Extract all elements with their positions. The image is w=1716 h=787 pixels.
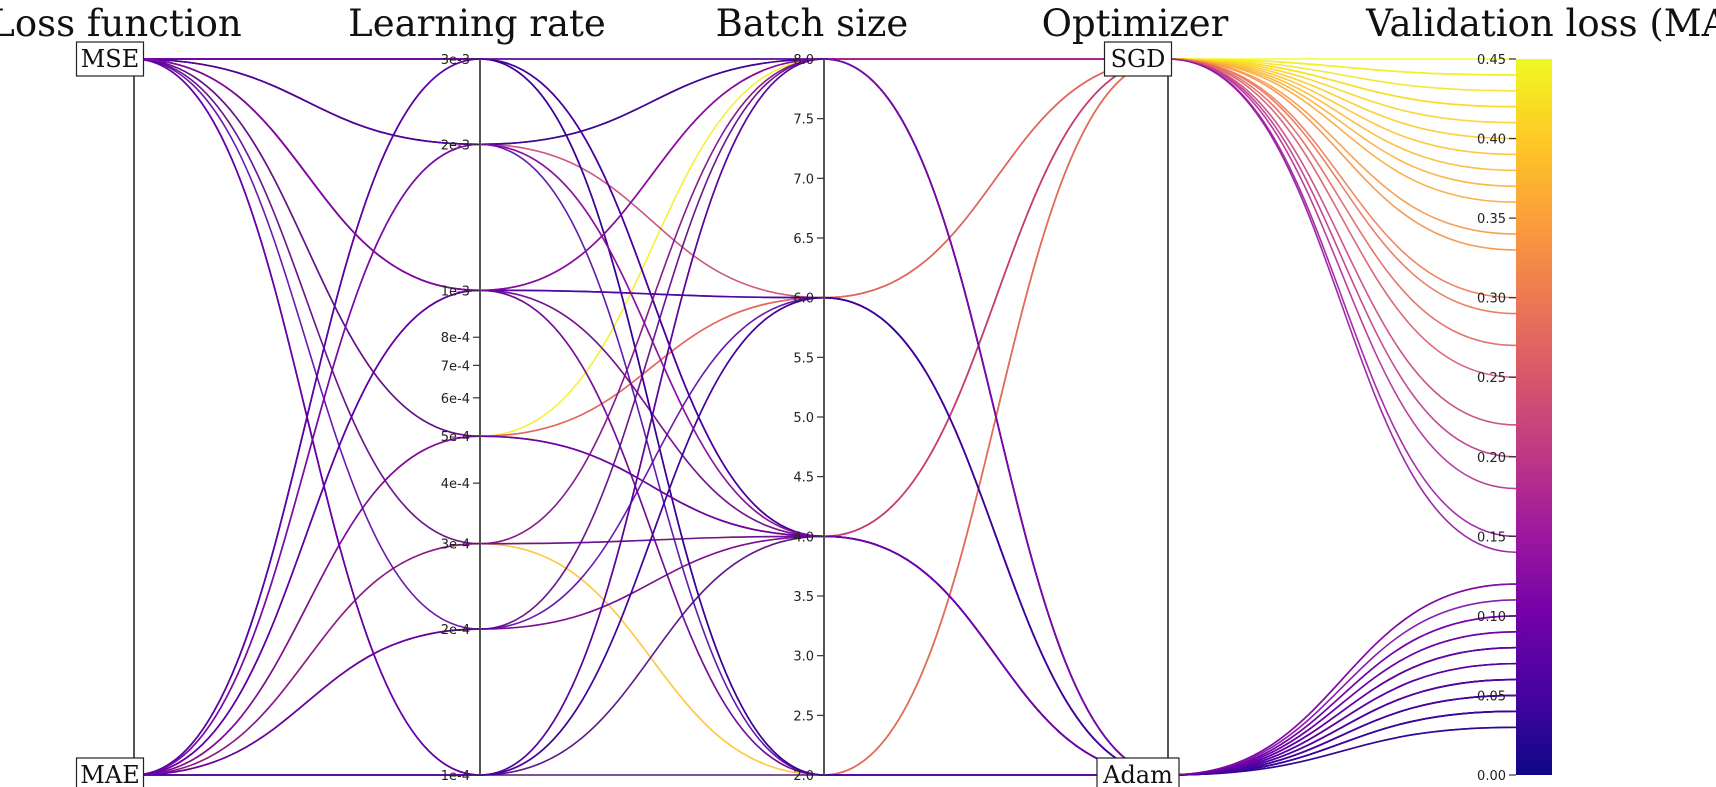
axis-title-mae: Validation loss (MAE) <box>1365 2 1716 45</box>
axis-title-loss: Loss function <box>0 2 242 45</box>
colorbar <box>1516 59 1552 775</box>
tick-label-mae: 0.40 <box>1477 133 1506 148</box>
tick-label-batch: 8.0 <box>793 53 814 68</box>
category-label-mse: MSE <box>81 45 140 73</box>
tick-label-batch: 3.0 <box>793 650 814 665</box>
tick-label-batch: 2.5 <box>793 709 814 724</box>
run-lines <box>133 58 1517 776</box>
category-label-mae: MAE <box>80 761 139 787</box>
axes: MSEMAE3e-32e-31e-38e-47e-46e-45e-44e-43e… <box>75 41 1516 787</box>
category-box-mae <box>75 757 145 787</box>
tick-label-lr: 8e-4 <box>441 331 470 346</box>
tick-label-batch: 7.0 <box>793 172 814 187</box>
tick-label-lr: 7e-4 <box>441 359 470 374</box>
colorbar-gradient <box>1516 59 1552 775</box>
tick-label-batch: 6.5 <box>793 232 814 247</box>
tick-label-mae: 0.10 <box>1477 610 1506 625</box>
tick-label-batch: 3.5 <box>793 590 814 605</box>
tick-label-batch: 7.5 <box>793 113 814 128</box>
tick-label-lr: 1e-3 <box>441 284 470 299</box>
category-label-adam: Adam <box>1102 761 1173 787</box>
tick-label-lr: 2e-3 <box>441 138 470 153</box>
tick-label-batch: 2.0 <box>793 769 814 784</box>
axis-titles: Loss function Learning rate Batch size Opti… <box>0 2 1716 45</box>
category-label-sgd: SGD <box>1111 45 1166 73</box>
tick-label-mae: 0.35 <box>1477 212 1506 227</box>
tick-label-mae: 0.15 <box>1477 530 1506 545</box>
tick-label-lr: 1e-4 <box>441 769 470 784</box>
tick-label-lr: 3e-4 <box>441 538 470 553</box>
tick-label-batch: 6.0 <box>793 292 814 307</box>
axis-title-opt: Optimizer <box>1042 2 1229 45</box>
category-box-sgd <box>1103 41 1173 77</box>
axis-opt: SGD Adam <box>1096 41 1180 787</box>
tick-label-mae: 0.20 <box>1477 451 1506 466</box>
tick-label-lr: 5e-4 <box>441 430 470 445</box>
tick-label-lr: 6e-4 <box>441 392 470 407</box>
tick-label-mae: 0.05 <box>1477 689 1506 704</box>
axis-batch: 8.0 7.5 7.0 6.5 6.0 5.5 5.0 4.5 4.0 3.5 3.0 2.5 2.0 <box>793 53 825 784</box>
tick-label-lr: 3e-3 <box>441 53 470 68</box>
tick-label-lr: 4e-4 <box>441 477 470 492</box>
tick-label-mae: 0.45 <box>1477 53 1506 68</box>
category-box-adam <box>1096 757 1180 787</box>
axis-title-lr: Learning rate <box>348 2 606 45</box>
tick-label-batch: 4.5 <box>793 471 814 486</box>
tick-label-lr: 2e-4 <box>441 623 470 638</box>
tick-label-batch: 4.0 <box>793 530 814 545</box>
tick-label-mae: 0.25 <box>1477 371 1506 386</box>
axis-title-batch: Batch size <box>716 2 909 45</box>
tick-label-batch: 5.0 <box>793 411 814 426</box>
run-line-48 <box>133 58 1517 776</box>
tick-label-mae: 0.30 <box>1477 292 1506 307</box>
axis-lr: 3e-3 2e-3 1e-3 8e-4 7e-4 6e-4 5e-4 4e-4 3e-4 2e-4… <box>441 53 481 784</box>
category-box-mse <box>75 41 145 77</box>
axis-mae: 0.45 0.40 0.35 0.30 0.25 0.20 0.15 0.10 0.05 0.00 <box>1477 53 1516 784</box>
tick-label-batch: 5.5 <box>793 351 814 366</box>
axis-loss: MSE MAE <box>75 41 145 787</box>
tick-label-mae: 0.00 <box>1477 769 1506 784</box>
